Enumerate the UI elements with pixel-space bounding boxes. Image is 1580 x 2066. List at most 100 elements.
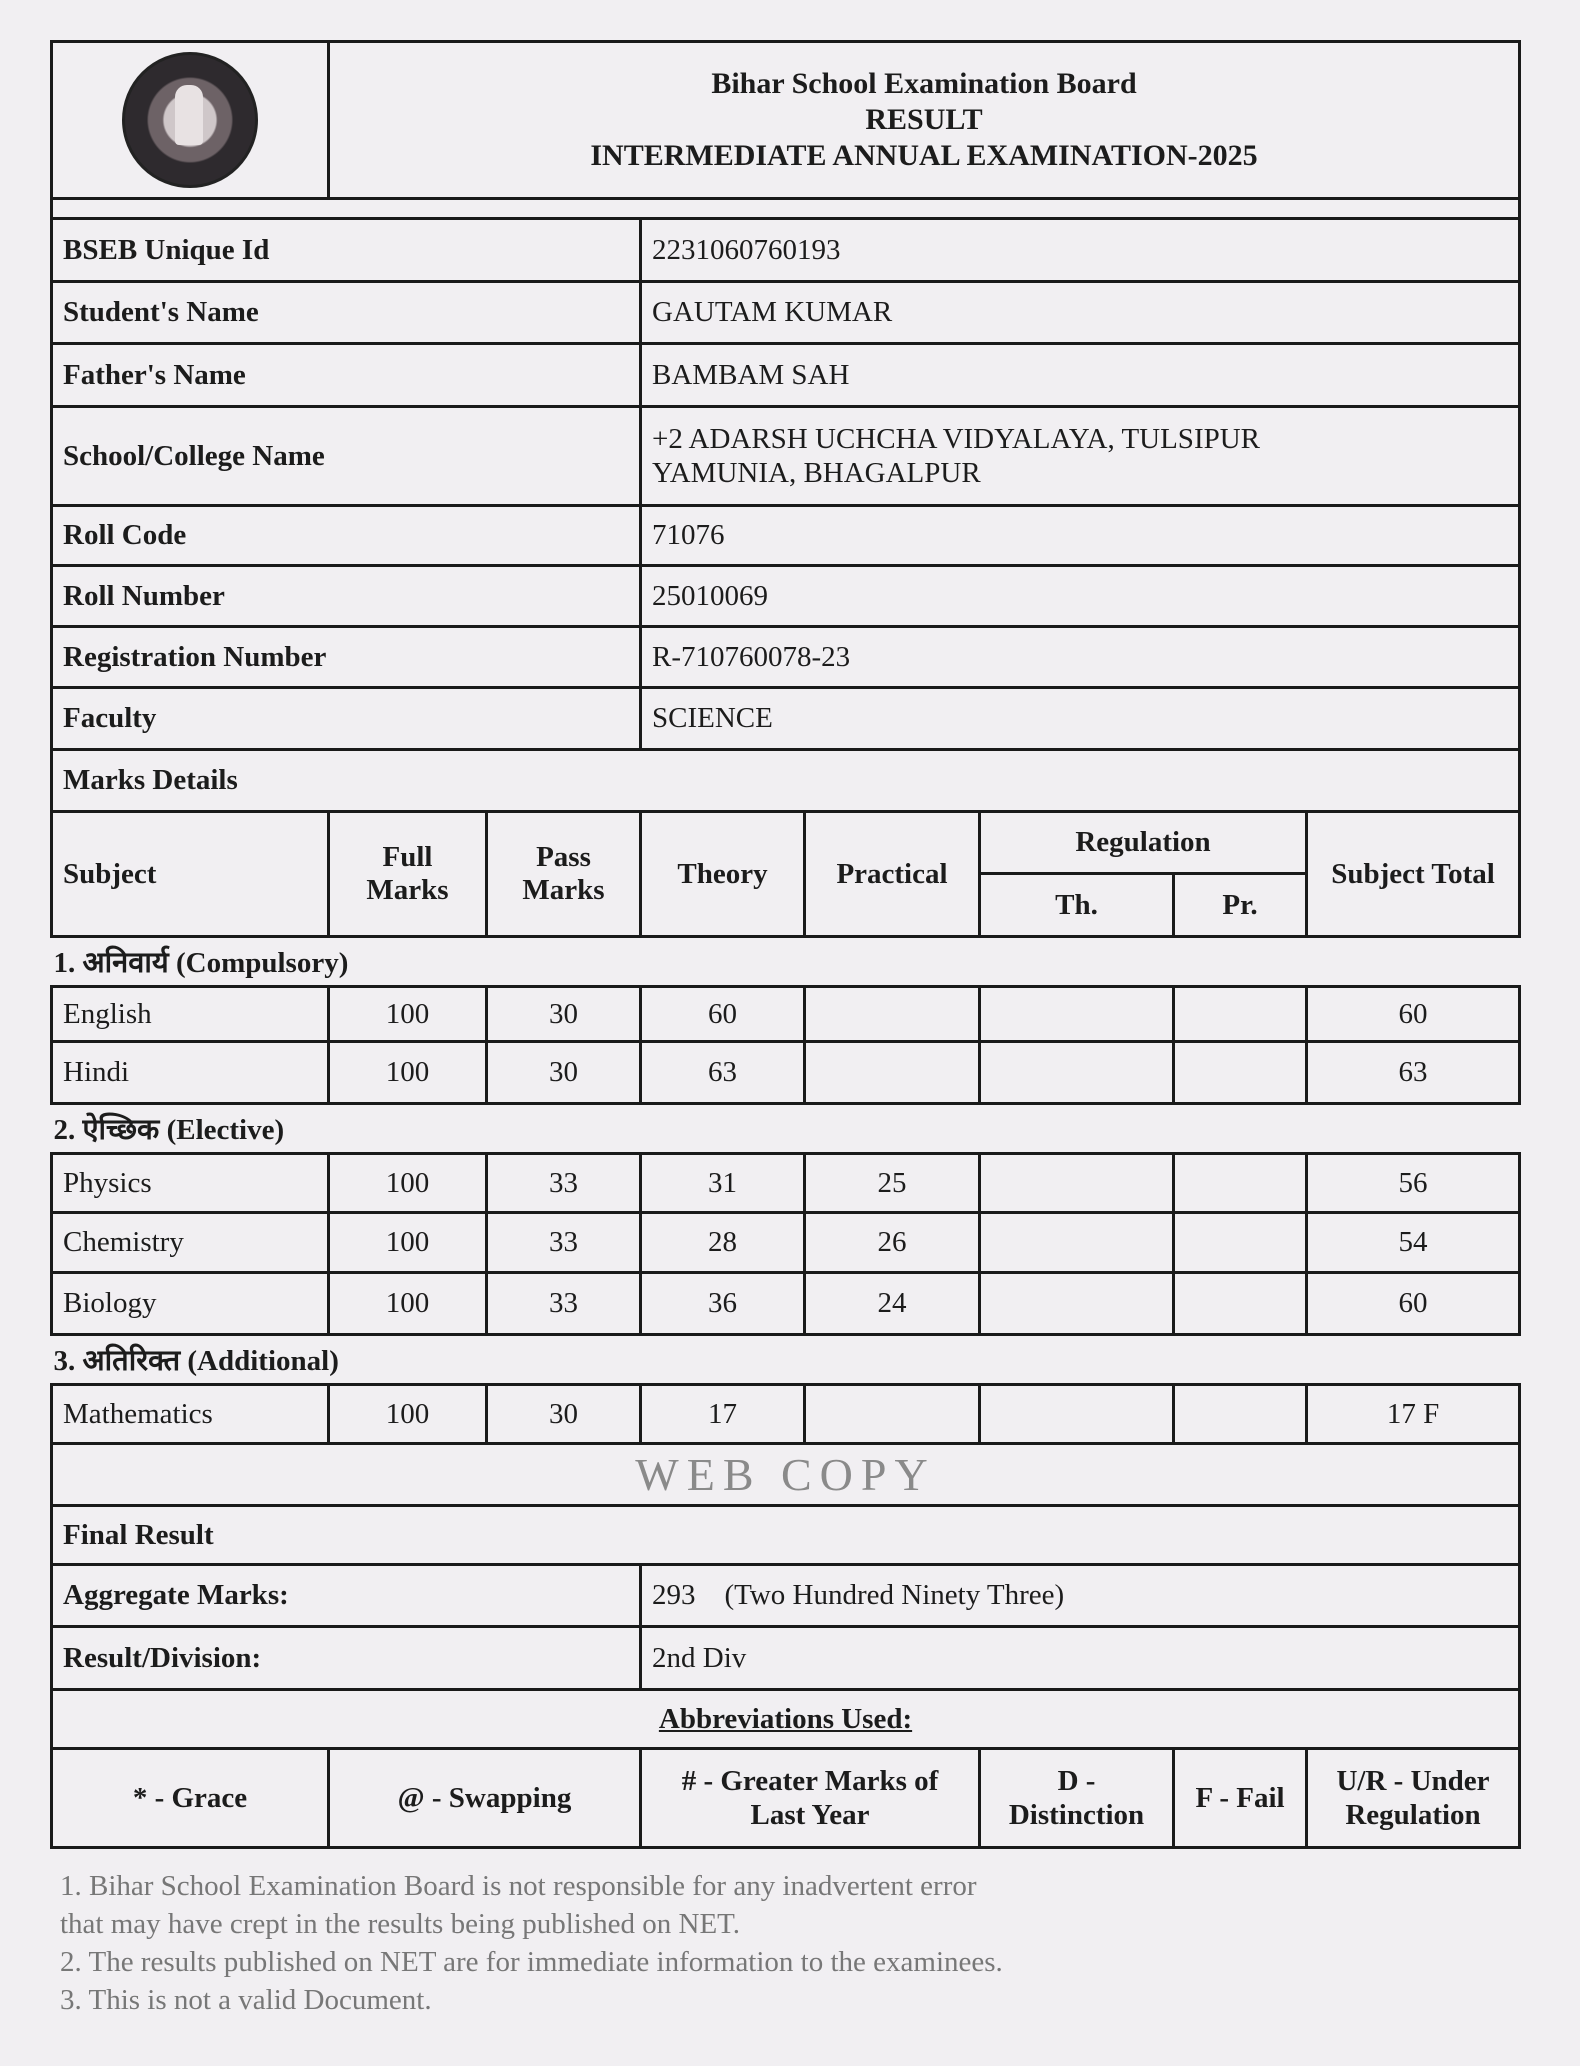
cell-reg-pr [1172, 1211, 1308, 1274]
cell-total: 17 F [1304, 1383, 1522, 1445]
info-label: School/College Name [50, 405, 642, 507]
cell-pass: 33 [485, 1152, 642, 1214]
cell-practical [803, 985, 981, 1043]
cell-reg-th [978, 985, 1175, 1043]
info-label: Registration Number [50, 625, 642, 689]
abbreviations-title: Abbreviations Used: [49, 1688, 1522, 1750]
division-row: Result/Division: 2nd Div [50, 1625, 1522, 1691]
cell-full: 100 [327, 1152, 488, 1214]
cell-reg-pr [1172, 1152, 1308, 1214]
cell-theory: 17 [639, 1383, 806, 1445]
info-label: Student's Name [50, 280, 642, 345]
cell-pass: 30 [485, 985, 642, 1043]
header-title: Bihar School Examination Board RESULT IN… [326, 40, 1522, 200]
abbr-grace: * - Grace [50, 1747, 330, 1849]
division-value: 2nd Div [638, 1625, 1522, 1691]
info-label: BSEB Unique Id [50, 217, 642, 283]
cell-total: 56 [1304, 1152, 1522, 1214]
board-name: Bihar School Examination Board [711, 67, 1137, 100]
cell-theory: 28 [639, 1211, 806, 1274]
aggregate-value: 293 (Two Hundred Ninety Three) [638, 1563, 1522, 1628]
cell-pass: 33 [485, 1271, 642, 1336]
exam-name: INTERMEDIATE ANNUAL EXAMINATION-2025 [590, 139, 1258, 172]
subject-row: Chemistry 100 33 28 26 54 [50, 1211, 1522, 1274]
cell-full: 100 [327, 1040, 488, 1105]
info-value: +2 ADARSH UCHCHA VIDYALAYA, TULSIPUR YAMU… [638, 405, 1522, 507]
aggregate-number: 293 [652, 1579, 696, 1611]
info-value: 71076 [638, 504, 1522, 567]
col-subject-total: Subject Total [1304, 810, 1522, 938]
cell-pass: 30 [485, 1040, 642, 1105]
info-value: 2231060760193 [638, 217, 1522, 283]
cell-theory: 31 [639, 1152, 806, 1214]
abbr-distinction: D - Distinction [978, 1747, 1175, 1849]
cell-pass: 33 [485, 1211, 642, 1274]
cell-full: 100 [327, 1383, 488, 1445]
col-full-marks: Full Marks [327, 810, 488, 938]
cell-subject: Mathematics [50, 1383, 330, 1445]
cell-theory: 63 [639, 1040, 806, 1105]
section-title: 3. अतिरिक्त (Additional) [51, 1333, 1520, 1386]
school-line-1: +2 ADARSH UCHCHA VIDYALAYA, TULSIPUR [652, 423, 1261, 455]
cell-practical [803, 1383, 981, 1445]
header-row: Bihar School Examination Board RESULT IN… [50, 40, 1522, 200]
watermark-note: that may have crept in the results being… [60, 1908, 740, 1940]
info-row: Faculty SCIENCE [50, 686, 1522, 751]
final-result-title: Final Result [49, 1504, 1522, 1566]
cell-subject: English [50, 985, 330, 1043]
info-label: Father's Name [50, 342, 642, 408]
cell-pass: 30 [485, 1383, 642, 1445]
school-line-2: YAMUNIA, BHAGALPUR [652, 457, 981, 489]
info-row: School/College Name +2 ADARSH UCHCHA VIDY… [50, 405, 1522, 507]
col-theory: Theory [639, 810, 806, 938]
watermark-note: 1. Bihar School Examination Board is not… [60, 1870, 977, 1902]
logo-cell [50, 40, 330, 200]
watermark-note: 2. The results published on NET are for … [60, 1946, 1003, 1978]
cell-reg-pr [1172, 1383, 1308, 1445]
subject-row: Physics 100 33 31 25 56 [50, 1152, 1522, 1214]
subject-row: Mathematics 100 30 17 17 F [50, 1383, 1522, 1445]
division-label: Result/Division: [50, 1625, 642, 1691]
marks-header-row: Subject Full Marks Pass Marks Theory Pra… [50, 810, 1522, 938]
section-title: 2. ऐच्छिक (Elective) [51, 1102, 1520, 1155]
cell-reg-th [978, 1152, 1175, 1214]
info-value: BAMBAM SAH [638, 342, 1522, 408]
info-value: 25010069 [638, 564, 1522, 628]
cell-reg-th [978, 1271, 1175, 1336]
cell-total: 63 [1304, 1040, 1522, 1105]
aggregate-label: Aggregate Marks: [50, 1563, 642, 1628]
bseb-logo [122, 52, 258, 188]
col-regulation: Regulation [978, 810, 1308, 875]
cell-practical [803, 1040, 981, 1105]
info-label: Roll Number [50, 564, 642, 628]
info-row: Roll Number 25010069 [50, 564, 1522, 628]
cell-reg-th [978, 1383, 1175, 1445]
cell-reg-th [978, 1211, 1175, 1274]
cell-full: 100 [327, 985, 488, 1043]
cell-theory: 36 [639, 1271, 806, 1336]
marks-details-title: Marks Details [49, 748, 1522, 813]
info-row: Registration Number R-710760078-23 [50, 625, 1522, 689]
cell-total: 54 [1304, 1211, 1522, 1274]
cell-total: 60 [1304, 985, 1522, 1043]
doc-type: RESULT [865, 103, 983, 136]
cell-reg-pr [1172, 985, 1308, 1043]
cell-theory: 60 [639, 985, 806, 1043]
abbr-under-regulation: U/R - Under Regulation [1304, 1747, 1522, 1849]
cell-total: 60 [1304, 1271, 1522, 1336]
cell-reg-pr [1172, 1040, 1308, 1105]
abbr-swapping: @ - Swapping [327, 1747, 642, 1849]
cell-practical: 25 [803, 1152, 981, 1214]
web-copy-watermark: WEB COPY [49, 1442, 1522, 1507]
spacer [49, 197, 1522, 220]
watermark-note: 3. This is not a valid Document. [60, 1984, 432, 2016]
info-row: Roll Code 71076 [50, 504, 1522, 567]
cell-reg-th [978, 1040, 1175, 1105]
cell-reg-pr [1172, 1271, 1308, 1336]
subject-row: Biology 100 33 36 24 60 [50, 1271, 1522, 1336]
cell-subject: Biology [50, 1271, 330, 1336]
info-row: BSEB Unique Id 2231060760193 [50, 217, 1522, 283]
cell-full: 100 [327, 1211, 488, 1274]
subject-row: English 100 30 60 60 [50, 985, 1522, 1043]
abbreviations-row: * - Grace @ - Swapping # - Greater Marks… [50, 1747, 1522, 1849]
